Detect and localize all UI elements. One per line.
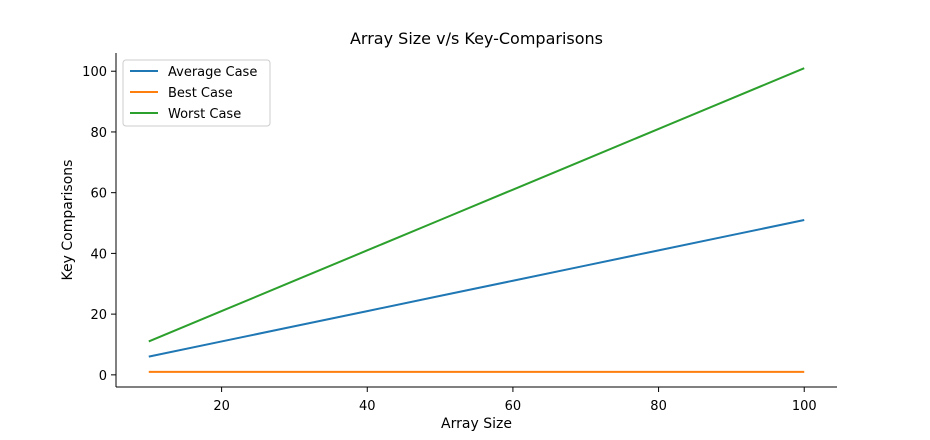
y-tick-label: 80 — [90, 126, 107, 141]
y-tick-label: 0 — [99, 369, 107, 384]
series-line-worst-case — [148, 67, 805, 343]
legend-frame — [122, 59, 271, 127]
x-axis-label: Array Size — [441, 416, 512, 432]
legend: Average Case Best Case Worst Case — [122, 59, 271, 127]
y-tick-label: 40 — [90, 247, 107, 262]
y-tick-label: 60 — [90, 187, 107, 202]
x-tick-label: 40 — [359, 399, 376, 414]
legend-label-best-case: Best Case — [168, 86, 233, 101]
x-tick-label: 20 — [213, 399, 230, 414]
y-axis-label: Key Comparisons — [60, 160, 76, 281]
series-lines — [148, 67, 805, 373]
x-tick-label: 80 — [650, 399, 667, 414]
chart-title: Array Size v/s Key-Comparisons — [350, 29, 603, 48]
axes-spines — [115, 53, 837, 388]
y-axis-ticks: 0 20 40 60 80 100 — [82, 65, 116, 384]
x-tick-label: 60 — [505, 399, 522, 414]
x-tick-label: 100 — [792, 399, 817, 414]
series-line-average-case — [148, 219, 805, 358]
legend-label-average-case: Average Case — [168, 65, 257, 80]
y-tick-label: 20 — [90, 308, 107, 323]
legend-label-worst-case: Worst Case — [168, 107, 241, 122]
y-tick-label: 100 — [82, 65, 107, 80]
x-axis-ticks: 20 40 60 80 100 — [213, 387, 817, 414]
